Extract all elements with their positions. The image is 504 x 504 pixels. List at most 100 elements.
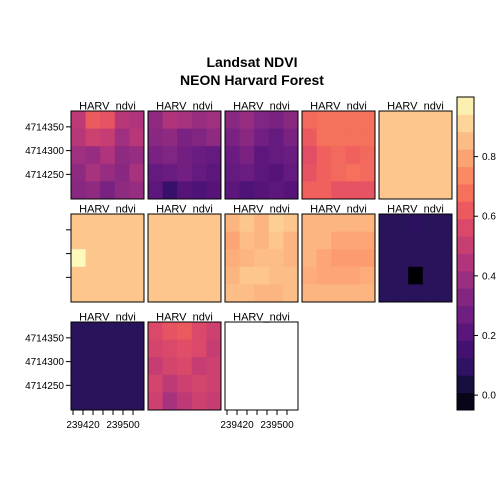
raster-cell (129, 111, 145, 129)
raster-cell (331, 128, 347, 147)
raster-cell (114, 322, 130, 340)
raster-cell (379, 181, 394, 200)
raster-cell (225, 181, 240, 200)
raster-cell (162, 111, 178, 129)
raster-cell (316, 181, 332, 200)
colorbar-tick-label: 0.6 (482, 212, 496, 223)
raster-cell (360, 214, 376, 232)
raster-cell (177, 128, 193, 147)
raster-cell (408, 128, 424, 147)
raster-cell (114, 357, 130, 376)
raster-cell (129, 231, 145, 250)
raster-cell (177, 374, 193, 393)
raster-cell (345, 266, 361, 285)
raster-cell (239, 163, 255, 182)
raster-cell (114, 214, 130, 232)
panel-label: HARV_ndvi (79, 204, 136, 216)
raster-cell (162, 181, 178, 200)
raster-cell (302, 266, 317, 285)
y-tick-label: 4714250 (25, 381, 64, 392)
raster-cell (331, 266, 347, 285)
panel-label: HARV_ndvi (233, 204, 290, 216)
raster-cell (129, 146, 145, 165)
raster-cell (225, 214, 240, 232)
raster-cell (85, 284, 101, 303)
raster-cell (422, 111, 438, 129)
raster-cell (302, 111, 317, 129)
raster-cell (148, 374, 163, 393)
raster-cell (191, 181, 207, 200)
raster-cell (408, 181, 424, 200)
raster-cell (422, 249, 438, 268)
raster-cell (345, 128, 361, 147)
raster-cell (254, 128, 270, 147)
raster-cell (225, 128, 240, 147)
panel: HARV_ndvi (224, 312, 299, 411)
y-tick-label: 4714350 (25, 122, 64, 133)
raster-cell (162, 249, 178, 268)
raster-cell (148, 214, 163, 232)
raster-cell (71, 249, 86, 268)
raster-cell (148, 128, 163, 147)
raster-cell (360, 146, 376, 165)
raster-cell (268, 163, 284, 182)
raster-cell (177, 357, 193, 376)
panel-frame (301, 213, 376, 303)
raster-cell (360, 231, 376, 250)
colorbar-frame (456, 96, 475, 411)
raster-cell (283, 111, 299, 129)
raster-cell (393, 128, 409, 147)
raster-cell (100, 163, 116, 182)
panel: HARV_ndvi (147, 101, 222, 200)
panel-frame (147, 213, 222, 303)
panel: HARV_ndvi (70, 204, 145, 303)
raster-cell (100, 214, 116, 232)
raster-cell (177, 181, 193, 200)
raster-cell (302, 128, 317, 147)
raster-cell (100, 146, 116, 165)
panel-label: HARV_ndvi (79, 101, 136, 113)
panel: HARV_ndvi (224, 204, 299, 303)
raster-cell (85, 214, 101, 232)
raster-cell (100, 392, 116, 411)
raster-cell (129, 181, 145, 200)
colorbar-swatch (457, 114, 474, 133)
raster-cell (162, 128, 178, 147)
raster-cell (345, 214, 361, 232)
panel-frame (224, 321, 299, 411)
raster-cell (408, 284, 424, 303)
panel-frame (224, 213, 299, 303)
raster-cell (345, 284, 361, 303)
raster-cell (162, 146, 178, 165)
raster-cell (302, 163, 317, 182)
panel-frame (378, 110, 453, 200)
raster-cell (283, 231, 299, 250)
raster-cell (162, 266, 178, 285)
raster-cell (177, 214, 193, 232)
raster-cell (191, 231, 207, 250)
colorbar-swatch (457, 323, 474, 341)
panel: HARV_ndvi (224, 101, 299, 200)
raster-cell (268, 214, 284, 232)
raster-cell (302, 249, 317, 268)
raster-cell (360, 249, 376, 268)
raster-cell (437, 146, 453, 165)
raster-cell (422, 214, 438, 232)
raster-cell (148, 357, 163, 376)
raster-cell (129, 284, 145, 303)
panel-frame (224, 110, 299, 200)
panel: HARV_ndvi (378, 101, 453, 200)
raster-cell (345, 231, 361, 250)
raster-cell (85, 392, 101, 411)
raster-cell (437, 266, 453, 285)
raster-cell (437, 284, 453, 303)
raster-cell (148, 266, 163, 285)
raster-cell (360, 266, 376, 285)
raster-cell (206, 322, 222, 340)
raster-cell (316, 214, 332, 232)
panel: HARV_ndvi (301, 101, 376, 200)
panel-label: HARV_ndvi (233, 312, 290, 324)
raster-cell (316, 284, 332, 303)
raster-cell (239, 284, 255, 303)
raster-cell (114, 249, 130, 268)
